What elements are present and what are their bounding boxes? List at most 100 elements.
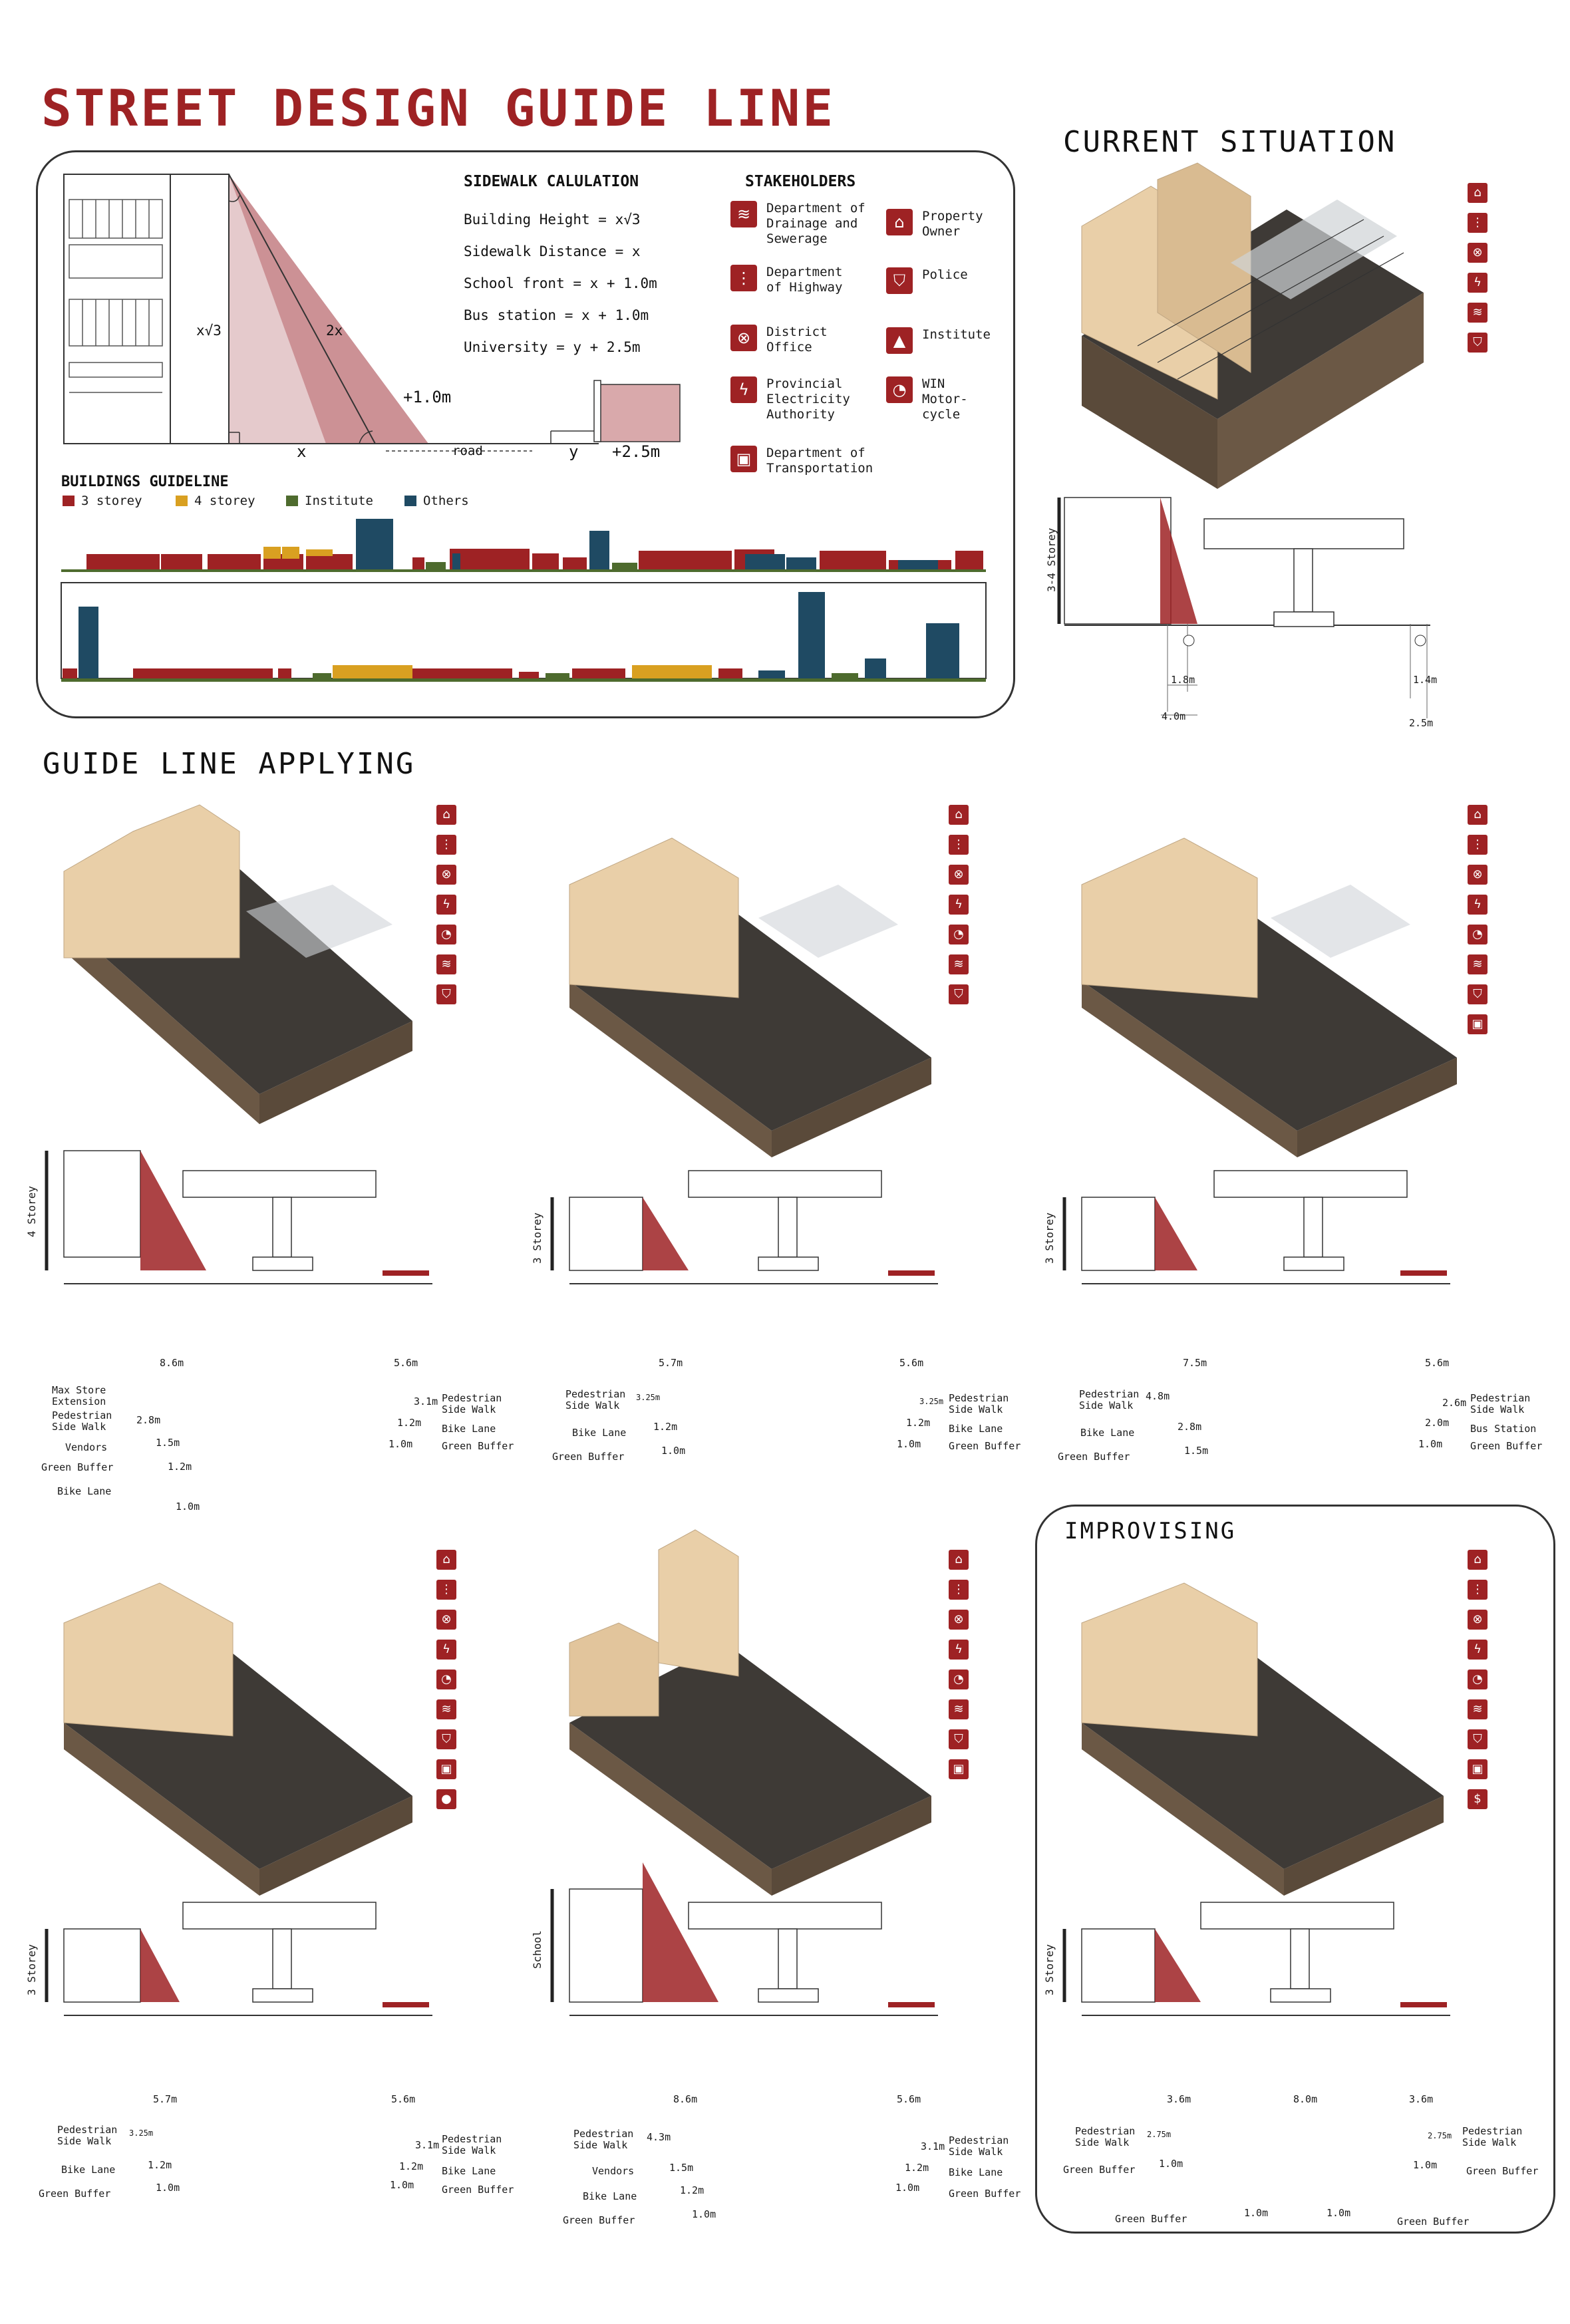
shield-icon: ⛉: [1468, 984, 1488, 1004]
guide-line-applying-title: GUIDE LINE APPLYING: [43, 747, 416, 781]
section-label: Pedestrian Side Walk: [57, 2124, 118, 2147]
stakeholder-item: ⛉ Police: [886, 267, 968, 294]
section-label: Green Buffer: [552, 1451, 625, 1463]
drainage-icon: ≋: [436, 954, 456, 974]
house-icon: ⌂: [1468, 805, 1488, 825]
calc-plus25-label: +2.5m: [612, 442, 661, 461]
house-icon: ⌂: [1468, 1550, 1488, 1570]
dimension-label: 1.0m: [390, 2179, 414, 2191]
section-label: Bike Lane: [572, 1427, 627, 1439]
guideline-panel: [36, 150, 1015, 718]
dimension-label: 3.25m: [919, 1397, 944, 1406]
stakeholder-item: ⊗ District Office: [730, 325, 828, 355]
dimension-label: 4.3m: [647, 2131, 671, 2143]
motorcycle-icon: ◔: [949, 1670, 969, 1689]
dimension-label: 1.2m: [653, 1421, 678, 1433]
storey-label: 3 Storey: [531, 1212, 544, 1264]
stakeholder-icon-column: ⌂ ⋮ ⊗ ϟ ◔ ≋ ⛉ ▣ $: [1468, 1550, 1489, 1819]
calc-y-label: y: [569, 442, 579, 461]
stakeholder-item: ◔ WIN Motor- cycle: [886, 376, 968, 422]
dimension-label: 1.0m: [692, 2208, 716, 2220]
dimension-label: 1.0m: [1413, 2159, 1438, 2171]
shield-icon: ⛉: [949, 1729, 969, 1749]
dimension-label: 8.6m: [673, 2093, 698, 2105]
district-icon: ⊗: [949, 1610, 969, 1630]
calc-hyp-label: 2x: [326, 323, 343, 339]
dimension-label: 5.6m: [1425, 1357, 1450, 1369]
dimension-label: 1.0m: [1327, 2207, 1351, 2219]
shield-icon: ⛉: [436, 984, 456, 1004]
dimension-label: 1.5m: [669, 2162, 694, 2174]
dimension-label: 2.6m: [1442, 1397, 1467, 1409]
dimension-label: 1.0m: [1244, 2207, 1269, 2219]
dimension-label: 1.2m: [148, 2159, 172, 2171]
dimension-label: 3.6m: [1409, 2093, 1434, 2105]
dimension-label: 3.1m: [414, 1395, 438, 1407]
stakeholder-icon-column: ⌂ ⋮ ⊗ ϟ ≋ ⛉: [1468, 183, 1489, 363]
legend-item: Institute: [286, 494, 373, 508]
highway-icon: ⋮: [1468, 835, 1488, 855]
dimension-label: 1.2m: [168, 1461, 192, 1473]
house-icon: ⌂: [949, 805, 969, 825]
section-label: Vendors: [592, 2165, 635, 2177]
dimension-label: 8.0m: [1293, 2093, 1318, 2105]
stakeholders-heading: STAKEHOLDERS: [745, 173, 856, 190]
drainage-icon: ≋: [1468, 954, 1488, 974]
lightning-icon: ϟ: [1468, 273, 1488, 293]
district-icon: ⊗: [436, 865, 456, 885]
stakeholder-icon-column: ⌂ ⋮ ⊗ ϟ ◔ ≋ ⛉: [436, 805, 458, 1014]
district-icon: ⊗: [1468, 1610, 1488, 1630]
lightning-icon: ϟ: [949, 1640, 969, 1660]
page-title: STREET DESIGN GUIDE LINE: [41, 78, 836, 138]
dimension-label: 2.5m: [1409, 717, 1434, 729]
stakeholder-item: ⌂ Property Owner: [886, 209, 983, 239]
house-icon: ⌂: [886, 209, 913, 235]
dimension-label: 3.25m: [636, 1393, 661, 1402]
highway-icon: ⋮: [1468, 213, 1488, 233]
dimension-label: 2.8m: [136, 1414, 161, 1426]
motorcycle-icon: ◔: [1468, 925, 1488, 944]
shield-icon: ⛉: [1468, 1729, 1488, 1749]
dimension-label: 1.0m: [661, 1445, 686, 1457]
dimension-label: 7.5m: [1183, 1357, 1207, 1369]
shield-icon: ⛉: [886, 267, 913, 294]
stakeholder-icon-column: ⌂ ⋮ ⊗ ϟ ◔ ≋ ⛉: [949, 805, 970, 1014]
drainage-icon: ≋: [949, 1699, 969, 1719]
section-label: Bike Lane: [1080, 1427, 1135, 1439]
section-label: Green Buffer: [949, 2188, 1021, 2200]
buildings-heading: BUILDINGS GUIDELINE: [61, 474, 229, 490]
lightning-icon: ϟ: [949, 895, 969, 915]
dimension-label: 1.2m: [906, 1417, 931, 1429]
highway-icon: ⋮: [1468, 1580, 1488, 1600]
shield-icon: ⛉: [1468, 333, 1488, 353]
section-label: Bike Lane: [57, 1485, 112, 1497]
calc-height-label: x√3: [196, 323, 222, 339]
dimension-label: 1.0m: [895, 2182, 920, 2194]
calc-x-label: x: [297, 442, 307, 461]
dimension-label: 5.6m: [897, 2093, 921, 2105]
highway-icon: ⋮: [436, 835, 456, 855]
dimension-label: 5.6m: [391, 2093, 416, 2105]
dimension-label: 8.6m: [160, 1357, 184, 1369]
lightning-icon: ϟ: [1468, 895, 1488, 915]
current-situation-title: CURRENT SITUATION: [1063, 125, 1397, 159]
dimension-label: 2.75m: [1147, 2130, 1172, 2139]
section-label: Green Buffer: [442, 2184, 514, 2196]
dimension-label: 5.6m: [899, 1357, 924, 1369]
motorcycle-icon: ◔: [436, 1670, 456, 1689]
stakeholder-item: ϟ Provincial Electricity Authority: [730, 376, 850, 422]
dimension-label: 3.25m: [129, 2128, 154, 2138]
bus-icon: ▣: [949, 1759, 969, 1779]
house-icon: ⌂: [1468, 183, 1488, 203]
stakeholder-item: ▲ Institute: [886, 327, 991, 354]
storey-label: 3 Storey: [1043, 1944, 1056, 1995]
motorcycle-icon: ◔: [1468, 1670, 1488, 1689]
section-label: Green Buffer: [563, 2214, 635, 2226]
section-label: Green Buffer: [1397, 2216, 1470, 2228]
district-icon: ⊗: [949, 865, 969, 885]
section-label: Max Store Extension: [52, 1384, 106, 1407]
section-label: Pedestrian Side Walk: [52, 1409, 112, 1433]
